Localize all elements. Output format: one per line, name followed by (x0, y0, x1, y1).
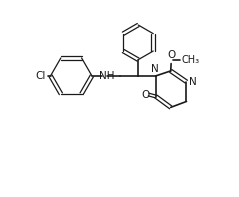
Text: Cl: Cl (36, 71, 46, 81)
Text: O: O (141, 90, 149, 99)
Text: O: O (168, 50, 176, 60)
Text: CH₃: CH₃ (182, 55, 200, 65)
Text: N: N (189, 77, 197, 87)
Text: N: N (151, 64, 159, 74)
Text: NH: NH (99, 71, 114, 81)
